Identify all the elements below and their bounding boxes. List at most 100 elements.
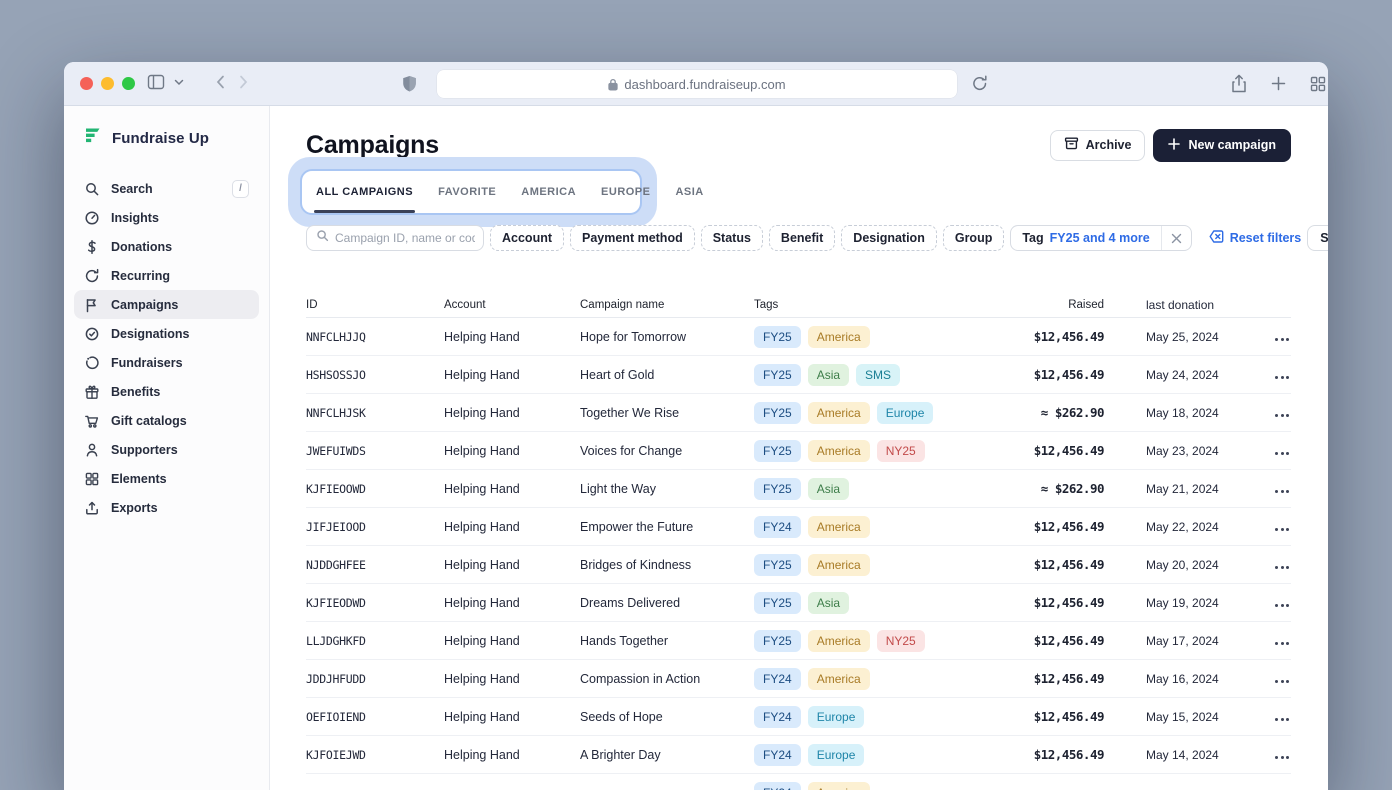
address-bar[interactable]: dashboard.fundraiseup.com — [437, 70, 957, 98]
table-row: JIFJEIOOD Helping Hand Empower the Futur… — [306, 508, 1291, 546]
reload-icon[interactable] — [971, 74, 989, 93]
row-menu-button[interactable] — [1273, 334, 1291, 345]
tab-overview-icon[interactable] — [1310, 76, 1326, 92]
share-icon[interactable] — [1231, 74, 1247, 93]
sidebar-item-donations[interactable]: Donations — [74, 232, 259, 261]
person-icon — [84, 442, 100, 458]
campaign-search-input[interactable] — [335, 231, 475, 245]
campaign-account: Helping Hand — [444, 557, 520, 572]
tab-asia[interactable]: ASIA — [675, 186, 704, 198]
campaign-raised: $12,456.49 — [1033, 367, 1105, 382]
table-row: OEFIOIEND Helping Hand Seeds of Hope FY2… — [306, 698, 1291, 736]
tag-badge: Europe — [807, 705, 865, 728]
browser-window: dashboard.fundraiseup.com — [64, 62, 1328, 790]
row-menu-button[interactable] — [1273, 372, 1291, 383]
campaign-name[interactable]: Heart of Gold — [580, 367, 655, 382]
tab-all-campaigns[interactable]: ALL CAMPAIGNS — [313, 171, 416, 213]
sidebar-item-campaigns[interactable]: Campaigns — [74, 290, 259, 319]
sidebar-item-recurring[interactable]: Recurring — [74, 261, 259, 290]
campaign-tags: FY24 America — [754, 515, 994, 538]
gift-icon — [84, 384, 100, 400]
campaign-name[interactable]: Hands Together — [580, 633, 669, 648]
sidebar-toggle-icon[interactable] — [147, 74, 165, 90]
new-campaign-button[interactable]: New campaign — [1153, 128, 1291, 162]
campaign-raised: $12,456.49 — [1033, 329, 1105, 344]
main-content: Campaigns Archive New campaign ALL CAMPA… — [270, 106, 1328, 790]
fundraiseup-logo[interactable]: Fundraise Up — [84, 126, 259, 150]
close-window-button[interactable] — [80, 77, 93, 90]
cart-icon — [84, 413, 100, 429]
campaign-name[interactable]: Together We Rise — [580, 405, 680, 420]
row-menu-button[interactable] — [1273, 752, 1291, 763]
filter-chip[interactable]: Designation — [841, 225, 937, 251]
sidebar-item-benefits[interactable]: Benefits — [74, 377, 259, 406]
filter-chip[interactable]: Group — [942, 225, 1005, 251]
campaign-name[interactable]: Hope for Tomorrow — [580, 329, 687, 344]
zoom-window-button[interactable] — [122, 77, 135, 90]
campaign-name[interactable]: Light the Way — [580, 481, 656, 496]
campaign-name[interactable]: A Brighter Day — [580, 747, 661, 762]
campaign-name[interactable]: Bridges of Kindness — [580, 557, 692, 572]
save-view-button[interactable]: Save view — [1307, 225, 1328, 251]
new-tab-icon[interactable] — [1271, 76, 1286, 91]
sidebar-item-label: Fundraisers — [111, 355, 183, 370]
row-menu-button[interactable] — [1273, 448, 1291, 459]
campaign-last-donation: May 14, 2024 — [1146, 747, 1219, 762]
campaign-search-box[interactable] — [306, 225, 484, 251]
table-row: NJDDGHFEE Helping Hand Bridges of Kindne… — [306, 546, 1291, 584]
campaign-id: JWEFUIWDS — [306, 443, 366, 458]
chevron-down-icon[interactable] — [174, 74, 184, 90]
sidebar-item-elements[interactable]: Elements — [74, 464, 259, 493]
row-menu-button[interactable] — [1273, 714, 1291, 725]
campaign-name[interactable]: Empower the Future — [580, 519, 694, 534]
forward-button-icon[interactable] — [239, 74, 248, 90]
column-header-raised: Raised — [1068, 298, 1104, 311]
tag-badge: FY25 — [754, 325, 801, 348]
tag-badge: FY25 — [754, 553, 801, 576]
campaign-account: Helping Hand — [444, 709, 520, 724]
clear-filters-icon — [1209, 230, 1224, 246]
row-menu-button[interactable] — [1273, 600, 1291, 611]
filter-chip[interactable]: Status — [700, 225, 763, 251]
sidebar-item-insights[interactable]: Insights — [74, 203, 259, 232]
plus-icon — [1168, 137, 1181, 153]
window-controls — [80, 77, 135, 90]
campaign-name[interactable]: Seeds of Hope — [580, 709, 663, 724]
tab-america[interactable]: AMERICA — [521, 186, 577, 198]
minimize-window-button[interactable] — [101, 77, 114, 90]
campaign-name[interactable]: Compassion in Action — [580, 671, 701, 686]
tag-filter-clear-button[interactable] — [1160, 226, 1191, 250]
tab-europe[interactable]: EUROPE — [601, 186, 651, 198]
campaign-account: Helping Hand — [444, 405, 520, 420]
privacy-shield-icon[interactable] — [402, 75, 417, 93]
campaign-account: Helping Hand — [444, 633, 520, 648]
sidebar-item-exports[interactable]: Exports — [74, 493, 259, 522]
row-menu-button[interactable] — [1273, 676, 1291, 687]
sidebar-item-gift-catalogs[interactable]: Gift catalogs — [74, 406, 259, 435]
row-menu-button[interactable] — [1273, 410, 1291, 421]
filter-chip[interactable]: Benefit — [768, 225, 836, 251]
campaign-name[interactable]: Voices for Change — [580, 443, 683, 458]
row-menu-button[interactable] — [1273, 562, 1291, 573]
row-menu-button[interactable] — [1273, 486, 1291, 497]
sidebar-item-fundraisers[interactable]: Fundraisers — [74, 348, 259, 377]
sidebar-item-supporters[interactable]: Supporters — [74, 435, 259, 464]
reset-filters-link[interactable]: Reset filters — [1209, 230, 1301, 246]
campaign-account: Helping Hand — [444, 367, 520, 382]
tag-filter-chip[interactable]: Tag FY25 and 4 more — [1010, 225, 1192, 251]
back-button-icon[interactable] — [216, 74, 225, 90]
campaign-name[interactable]: Dreams Delivered — [580, 595, 681, 610]
sidebar-item-label: Supporters — [111, 442, 178, 457]
filter-chip[interactable]: Payment method — [570, 225, 695, 251]
column-header-account: Account — [444, 298, 486, 311]
sidebar-item-designations[interactable]: Designations — [74, 319, 259, 348]
row-menu-button[interactable] — [1273, 524, 1291, 535]
archive-button[interactable]: Archive — [1049, 129, 1146, 161]
filter-chip[interactable]: Account — [490, 225, 564, 251]
campaign-tags: FY25 America — [754, 553, 994, 576]
tag-badge: FY25 — [754, 401, 801, 424]
tab-favorite[interactable]: FAVORITE — [438, 186, 497, 198]
campaign-tags: FY24 Europe — [754, 705, 994, 728]
row-menu-button[interactable] — [1273, 638, 1291, 649]
sidebar-item-search[interactable]: Search / — [74, 174, 259, 203]
